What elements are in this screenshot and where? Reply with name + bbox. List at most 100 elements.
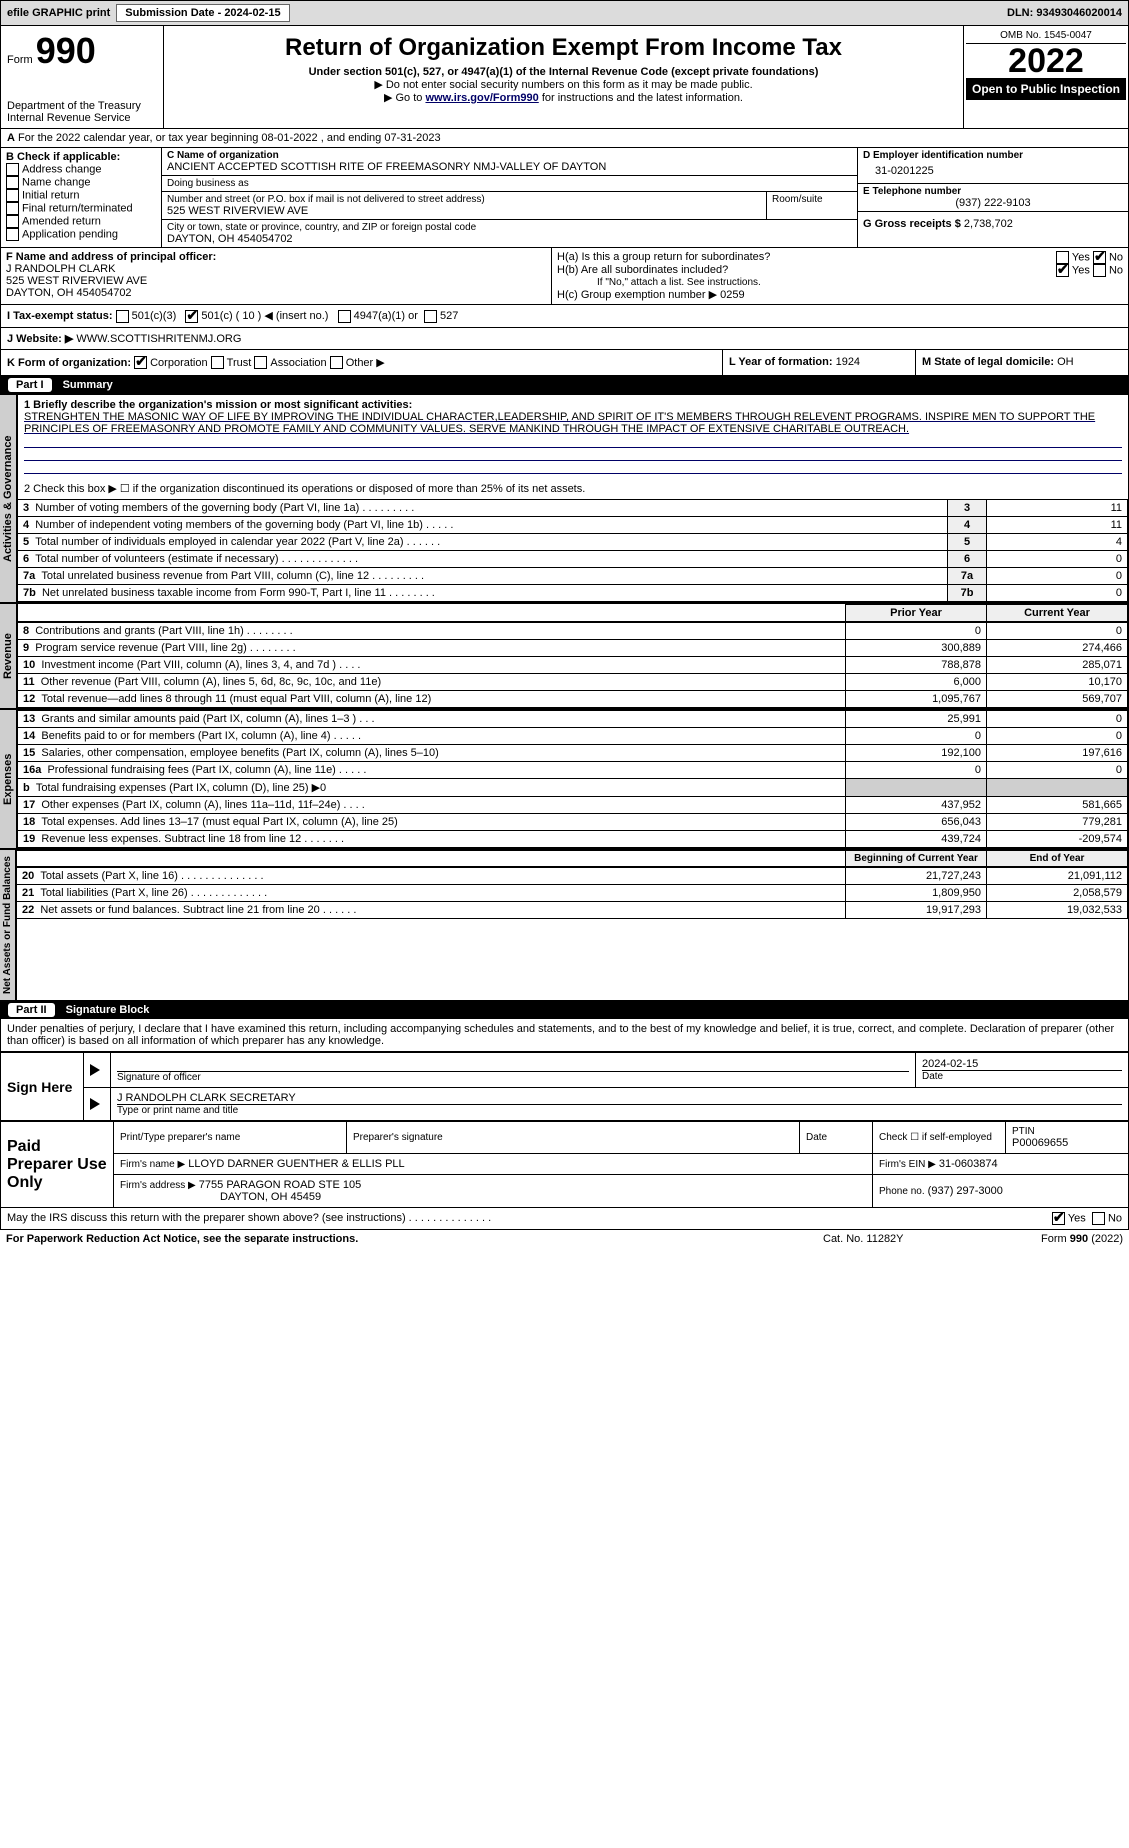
cb-amended[interactable] — [6, 215, 19, 228]
cb-final-return[interactable] — [6, 202, 19, 215]
opt-name-change: Name change — [22, 176, 91, 188]
j-label: J Website: ▶ — [7, 333, 73, 345]
firm-ein: 31-0603874 — [939, 1158, 998, 1170]
line-a: A For the 2022 calendar year, or tax yea… — [1, 129, 1128, 148]
city-value: DAYTON, OH 454054702 — [167, 233, 852, 245]
table-row: 7b Net unrelated business taxable income… — [18, 585, 1128, 602]
netassets-table: 20 Total assets (Part X, line 16) . . . … — [17, 867, 1128, 919]
addr-value: 525 WEST RIVERVIEW AVE — [167, 205, 761, 217]
city-label: City or town, state or province, country… — [167, 222, 852, 233]
tab-revenue: Revenue — [0, 603, 17, 709]
q2-text: 2 Check this box ▶ ☐ if the organization… — [18, 478, 1128, 499]
gross-receipts: 2,738,702 — [964, 218, 1013, 230]
hb-yes[interactable] — [1056, 264, 1069, 277]
f-label: F Name and address of principal officer: — [6, 251, 546, 263]
hb-note: If "No," attach a list. See instructions… — [557, 277, 1123, 288]
cb-other[interactable] — [330, 356, 343, 369]
footer-form: Form 990 (2022) — [983, 1233, 1123, 1245]
lbl-trust: Trust — [227, 357, 252, 369]
note-goto: ▶ Go to www.irs.gov/Form990 for instruct… — [170, 91, 957, 104]
arrow-icon-2 — [90, 1098, 100, 1110]
officer-addr1: 525 WEST RIVERVIEW AVE — [6, 275, 546, 287]
ein-value: 31-0201225 — [863, 161, 1123, 181]
i-label: I Tax-exempt status: — [7, 310, 113, 322]
section-f: F Name and address of principal officer:… — [1, 248, 552, 304]
firm-name-label: Firm's name ▶ — [120, 1159, 185, 1170]
firm-city: DAYTON, OH 45459 — [120, 1191, 321, 1203]
revenue-header: Prior Year Current Year — [18, 604, 1128, 622]
arrow-icon — [90, 1064, 100, 1076]
hb-label: H(b) Are all subordinates included? — [557, 264, 1056, 277]
b-label: B Check if applicable: — [6, 151, 156, 163]
discuss-yes[interactable] — [1052, 1212, 1065, 1225]
firm-ein-label: Firm's EIN ▶ — [879, 1159, 936, 1170]
table-row: 11 Other revenue (Part VIII, column (A),… — [18, 674, 1128, 691]
part2-title: Signature Block — [66, 1004, 150, 1016]
cb-assoc[interactable] — [254, 356, 267, 369]
hb-yes-label: Yes — [1072, 264, 1090, 276]
opt-initial-return: Initial return — [22, 189, 79, 201]
table-row: 15 Salaries, other compensation, employe… — [18, 745, 1128, 762]
discuss-row: May the IRS discuss this return with the… — [0, 1208, 1129, 1230]
signature-block: Sign Here Signature of officer 2024-02-1… — [0, 1052, 1129, 1121]
cb-527[interactable] — [424, 310, 437, 323]
form-prefix: Form — [7, 54, 33, 66]
opt-address-change: Address change — [22, 163, 102, 175]
phone-value: (937) 222-9103 — [863, 197, 1123, 209]
lbl-corp: Corporation — [150, 357, 207, 369]
l-value: 1924 — [836, 356, 860, 368]
open-to-public: Open to Public Inspection — [966, 78, 1126, 100]
lbl-other: Other ▶ — [346, 357, 385, 369]
lbl-501c: 501(c) ( 10 ) ◀ (insert no.) — [201, 310, 328, 322]
cb-trust[interactable] — [211, 356, 224, 369]
table-row: 12 Total revenue—add lines 8 through 11 … — [18, 691, 1128, 708]
officer-name-title: J RANDOLPH CLARK SECRETARY — [117, 1092, 1122, 1105]
ptin-label: PTIN — [1012, 1126, 1122, 1137]
table-row: 18 Total expenses. Add lines 13–17 (must… — [18, 814, 1128, 831]
submission-date-button[interactable]: Submission Date - 2024-02-15 — [116, 4, 289, 22]
table-row: 21 Total liabilities (Part X, line 26) .… — [17, 885, 1128, 902]
revenue-table: 8 Contributions and grants (Part VIII, l… — [18, 622, 1128, 708]
cb-501c3[interactable] — [116, 310, 129, 323]
cb-address-change[interactable] — [6, 163, 19, 176]
ha-label: H(a) Is this a group return for subordin… — [557, 251, 1056, 264]
m-label: M State of legal domicile: — [922, 356, 1054, 368]
cb-name-change[interactable] — [6, 176, 19, 189]
cb-4947[interactable] — [338, 310, 351, 323]
table-row: 13 Grants and similar amounts paid (Part… — [18, 711, 1128, 728]
governance-table: 3 Number of voting members of the govern… — [18, 499, 1128, 602]
irs-link[interactable]: www.irs.gov/Form990 — [425, 92, 538, 104]
pp-name-label: Print/Type preparer's name — [120, 1132, 340, 1143]
section-k: K Form of organization: Corporation Trus… — [1, 350, 722, 376]
pp-date-label: Date — [806, 1132, 866, 1143]
table-row: 16a Professional fundraising fees (Part … — [18, 762, 1128, 779]
ha-no[interactable] — [1093, 251, 1106, 264]
table-row: 7a Total unrelated business revenue from… — [18, 568, 1128, 585]
hb-no[interactable] — [1093, 264, 1106, 277]
sig-officer-label: Signature of officer — [117, 1072, 909, 1083]
table-row: 4 Number of independent voting members o… — [18, 517, 1128, 534]
cb-501c[interactable] — [185, 310, 198, 323]
expenses-table: 13 Grants and similar amounts paid (Part… — [18, 710, 1128, 848]
cb-initial-return[interactable] — [6, 189, 19, 202]
tab-governance: Activities & Governance — [0, 394, 17, 603]
footer-cat: Cat. No. 11282Y — [823, 1233, 983, 1245]
form-header: Form 990 Department of the Treasury Inte… — [0, 26, 1129, 129]
k-label: K Form of organization: — [7, 357, 131, 369]
cb-app-pending[interactable] — [6, 228, 19, 241]
table-row: 5 Total number of individuals employed i… — [18, 534, 1128, 551]
website-value: WWW.SCOTTISHRITENMJ.ORG — [76, 333, 241, 345]
pp-selfemp: Check ☐ if self-employed — [879, 1132, 999, 1143]
cb-corp[interactable] — [134, 356, 147, 369]
ptin-value: P00069655 — [1012, 1137, 1122, 1149]
table-row: 10 Investment income (Part VIII, column … — [18, 657, 1128, 674]
discuss-no[interactable] — [1092, 1212, 1105, 1225]
opt-amended: Amended return — [22, 215, 101, 227]
line-a-text: For the 2022 calendar year, or tax year … — [18, 132, 441, 144]
d-label: D Employer identification number — [863, 150, 1123, 161]
hb-no-label: No — [1109, 264, 1123, 276]
pp-sig-label: Preparer's signature — [353, 1132, 793, 1143]
table-row: 17 Other expenses (Part IX, column (A), … — [18, 797, 1128, 814]
q1-label: 1 Briefly describe the organization's mi… — [24, 399, 1122, 411]
footer-form-num: 990 — [1070, 1233, 1088, 1245]
